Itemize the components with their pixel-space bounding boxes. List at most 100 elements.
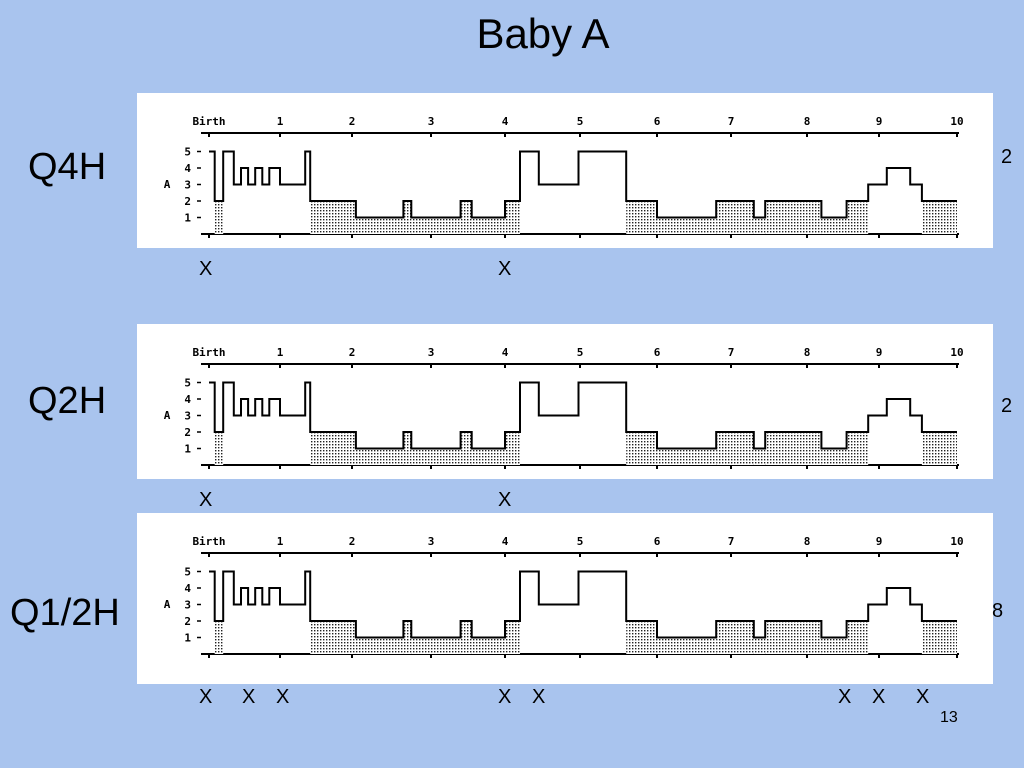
quiet-sleep-area [355,448,404,465]
quiet-sleep-area [626,432,657,465]
x-tick-label: 3 [428,346,435,359]
feeding-mark: X [838,686,852,708]
x-tick-label: 5 [577,346,584,359]
quiet-sleep-area [821,217,847,234]
quiet-sleep-area [460,621,472,654]
x-tick-label: 1 [277,535,284,548]
x-tick-label: Birth [192,346,225,359]
quiet-sleep-area [657,217,717,234]
quiet-sleep-area [505,432,520,465]
quiet-sleep-area [846,432,869,465]
quiet-sleep-area [846,201,869,234]
quiet-sleep-area [471,448,505,465]
x-tick-label: 10 [950,535,963,548]
x-tick-label: Birth [192,115,225,128]
row-count-q4h: 2 [1001,146,1013,168]
x-tick-label: 4 [502,535,509,548]
x-tick-label: 5 [577,535,584,548]
quiet-sleep-area [953,621,957,654]
quiet-sleep-area [921,621,954,654]
y-tick-label: 3 [184,179,191,192]
feeding-mark: X [532,686,546,708]
quiet-sleep-area [953,201,957,234]
feeding-mark: X [242,686,256,708]
sleep-state-chart-q2h: Birth 1 2 3 4 5 6 7 8 9 10 1 2 3 4 5 A [164,346,964,469]
quiet-sleep-area [460,432,472,465]
quiet-sleep-area [657,637,717,654]
x-tick-label: 10 [950,346,963,359]
quiet-sleep-area [626,621,657,654]
y-tick-label: 5 [184,377,191,390]
quiet-sleep-area [765,201,822,234]
quiet-sleep-area [821,448,847,465]
chart-panel-q1-2h: Birth 1 2 3 4 5 6 7 8 9 10 1 2 3 4 5 A [137,513,993,684]
feeding-mark: X [498,258,512,280]
x-tick-label: 6 [654,115,661,128]
quiet-sleep-area [214,201,224,234]
quiet-sleep-area [753,448,766,465]
feeding-mark: X [199,686,213,708]
quiet-sleep-area [310,201,356,234]
feeding-mark: X [498,686,512,708]
quiet-sleep-area [403,201,412,234]
quiet-sleep-area [411,217,461,234]
x-tick-label: 7 [728,535,735,548]
x-tick-label: 9 [876,535,883,548]
quiet-sleep-area [821,637,847,654]
x-tick-label: 9 [876,346,883,359]
x-tick-label: 7 [728,115,735,128]
quiet-sleep-area [310,432,356,465]
y-axis-label: A [164,598,171,611]
feeding-mark: X [916,686,930,708]
quiet-sleep-area [505,201,520,234]
x-tick-label: 3 [428,115,435,128]
x-tick-label: 5 [577,115,584,128]
y-tick-label: 3 [184,599,191,612]
quiet-sleep-area [403,621,412,654]
feeding-mark: X [199,489,213,511]
y-tick-label: 4 [184,582,191,595]
x-tick-label: 8 [804,535,811,548]
quiet-sleep-area [716,201,754,234]
row-count-q1-2h: 8 [992,600,1004,622]
quiet-sleep-area [765,432,822,465]
x-tick-label: 2 [349,346,356,359]
y-tick-label: 1 [184,212,191,225]
quiet-sleep-area [355,637,404,654]
quiet-sleep-area [403,432,412,465]
y-tick-label: 3 [184,410,191,423]
x-tick-label: 4 [502,115,509,128]
slide-title: Baby A [476,10,610,57]
quiet-sleep-area [214,621,224,654]
y-tick-label: 4 [184,393,191,406]
state-step-line [209,381,957,450]
y-tick-label: 2 [184,426,191,439]
quiet-sleep-area [460,201,472,234]
feeding-mark: X [872,686,886,708]
x-tick-label: 9 [876,115,883,128]
quiet-sleep-area [921,201,954,234]
x-tick-label: Birth [192,535,225,548]
y-tick-label: 1 [184,632,191,645]
slide-number: 13 [940,709,958,726]
x-tick-label: 8 [804,346,811,359]
y-axis-label: A [164,409,171,422]
quiet-sleep-area [411,637,461,654]
x-tick-label: 10 [950,115,963,128]
y-tick-label: 1 [184,443,191,456]
x-tick-label: 3 [428,535,435,548]
chart-panel-q2h: Birth 1 2 3 4 5 6 7 8 9 10 1 2 3 4 5 A [137,324,993,479]
quiet-sleep-area [214,432,224,465]
feeding-mark: X [498,489,512,511]
state-step-line [209,570,957,639]
quiet-sleep-area [310,621,356,654]
sleep-state-chart-q1-2h: Birth 1 2 3 4 5 6 7 8 9 10 1 2 3 4 5 A [164,535,964,658]
x-tick-label: 1 [277,115,284,128]
quiet-sleep-area [716,432,754,465]
quiet-sleep-area [471,217,505,234]
x-tick-label: 1 [277,346,284,359]
x-tick-label: 6 [654,346,661,359]
quiet-sleep-area [411,448,461,465]
y-tick-label: 4 [184,162,191,175]
quiet-sleep-area [953,432,957,465]
